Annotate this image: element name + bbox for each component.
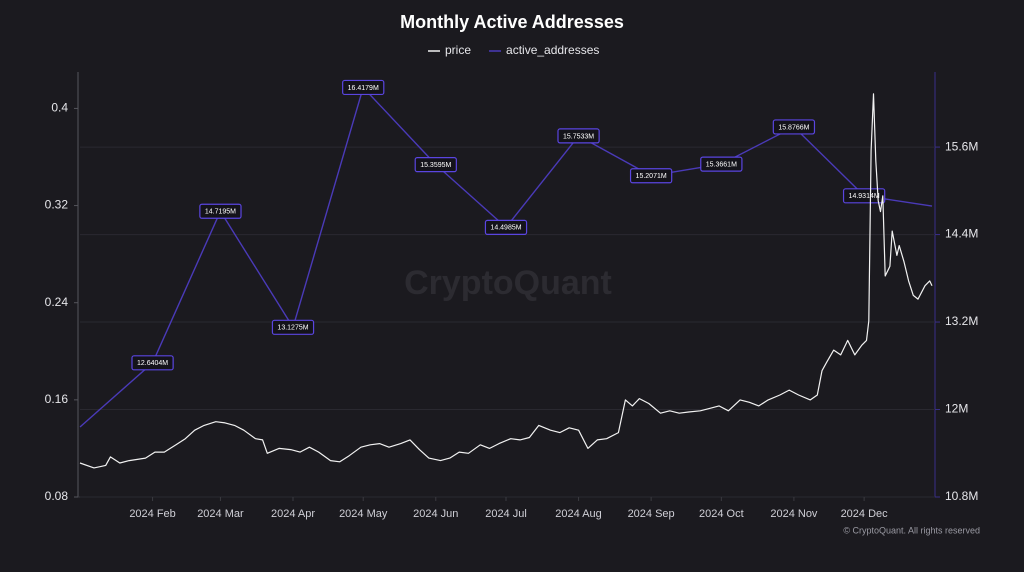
x-tick-label: 2024 Oct: [699, 508, 744, 520]
x-tick-label: 2024 Nov: [770, 508, 818, 520]
y2-tick-label: 14.4M: [945, 227, 978, 241]
y2-tick-label: 12M: [945, 402, 968, 416]
legend-label: price: [445, 43, 471, 57]
data-label-text: 15.2071M: [636, 173, 667, 180]
data-label-box: [199, 203, 242, 219]
data-label-text: 12.6404M: [137, 360, 168, 367]
data-label: 15.3661M: [700, 156, 743, 172]
data-label: 14.7195M: [199, 203, 242, 219]
data-label-text: 15.3595M: [420, 162, 451, 169]
data-label-box: [131, 355, 174, 371]
y2-tick-label: 10.8M: [945, 489, 978, 503]
data-label: 15.3595M: [414, 157, 457, 173]
data-label-text: 14.9314M: [849, 193, 880, 200]
watermark: CryptoQuant: [404, 264, 612, 302]
data-label: 14.9314M: [842, 188, 886, 204]
x-tick-label: 2024 Apr: [271, 508, 315, 520]
data-label-text: 14.7195M: [205, 209, 236, 216]
data-label-box: [772, 119, 816, 135]
x-tick-label: 2024 Sep: [628, 508, 675, 520]
x-tick-label: 2024 Aug: [555, 508, 602, 520]
legend-label: active_addresses: [506, 43, 599, 57]
data-label-box: [700, 156, 743, 172]
data-label-text: 15.8766M: [778, 124, 809, 131]
x-tick-label: 2024 Jul: [485, 508, 527, 520]
data-label-text: 13.1275M: [277, 325, 308, 332]
footer: © CryptoQuant. All rights reserved: [843, 525, 980, 535]
y-tick-label: 0.16: [45, 392, 69, 406]
chart-title: Monthly Active Addresses: [400, 12, 624, 32]
data-label-text: 15.7533M: [563, 133, 594, 140]
data-label-box: [484, 219, 528, 235]
y2-tick-label: 15.6M: [945, 139, 978, 153]
data-label: 13.1275M: [271, 319, 315, 335]
y-tick-label: 0.32: [45, 198, 69, 212]
data-label: 16.4179M: [342, 79, 385, 96]
series-line: [79, 86, 933, 428]
series-line: [79, 93, 933, 469]
data-label-box: [629, 168, 673, 184]
data-label-box: [271, 319, 315, 335]
x-tick-label: 2024 Jun: [413, 508, 458, 520]
x-tick-label: 2024 May: [339, 508, 388, 520]
data-label: 15.2071M: [629, 168, 673, 184]
data-label-box: [842, 188, 886, 204]
data-label: 15.8766M: [772, 119, 816, 135]
y-tick-label: 0.08: [45, 489, 69, 503]
x-tick-label: 2024 Dec: [841, 508, 889, 520]
data-label-text: 15.3661M: [706, 161, 737, 168]
data-label-box: [557, 128, 600, 144]
y-tick-label: 0.4: [51, 101, 68, 115]
y-tick-label: 0.24: [45, 295, 69, 309]
data-label: 15.7533M: [557, 128, 600, 144]
data-label: 14.4985M: [484, 219, 528, 235]
x-tick-label: 2024 Mar: [197, 508, 244, 520]
y2-tick-label: 13.2M: [945, 314, 978, 328]
data-label-box: [414, 157, 457, 173]
data-label-box: [342, 79, 385, 96]
data-label-text: 14.4985M: [490, 225, 521, 232]
data-label-text: 16.4179M: [348, 85, 379, 92]
x-tick-label: 2024 Feb: [129, 508, 175, 520]
data-label: 12.6404M: [131, 355, 174, 371]
